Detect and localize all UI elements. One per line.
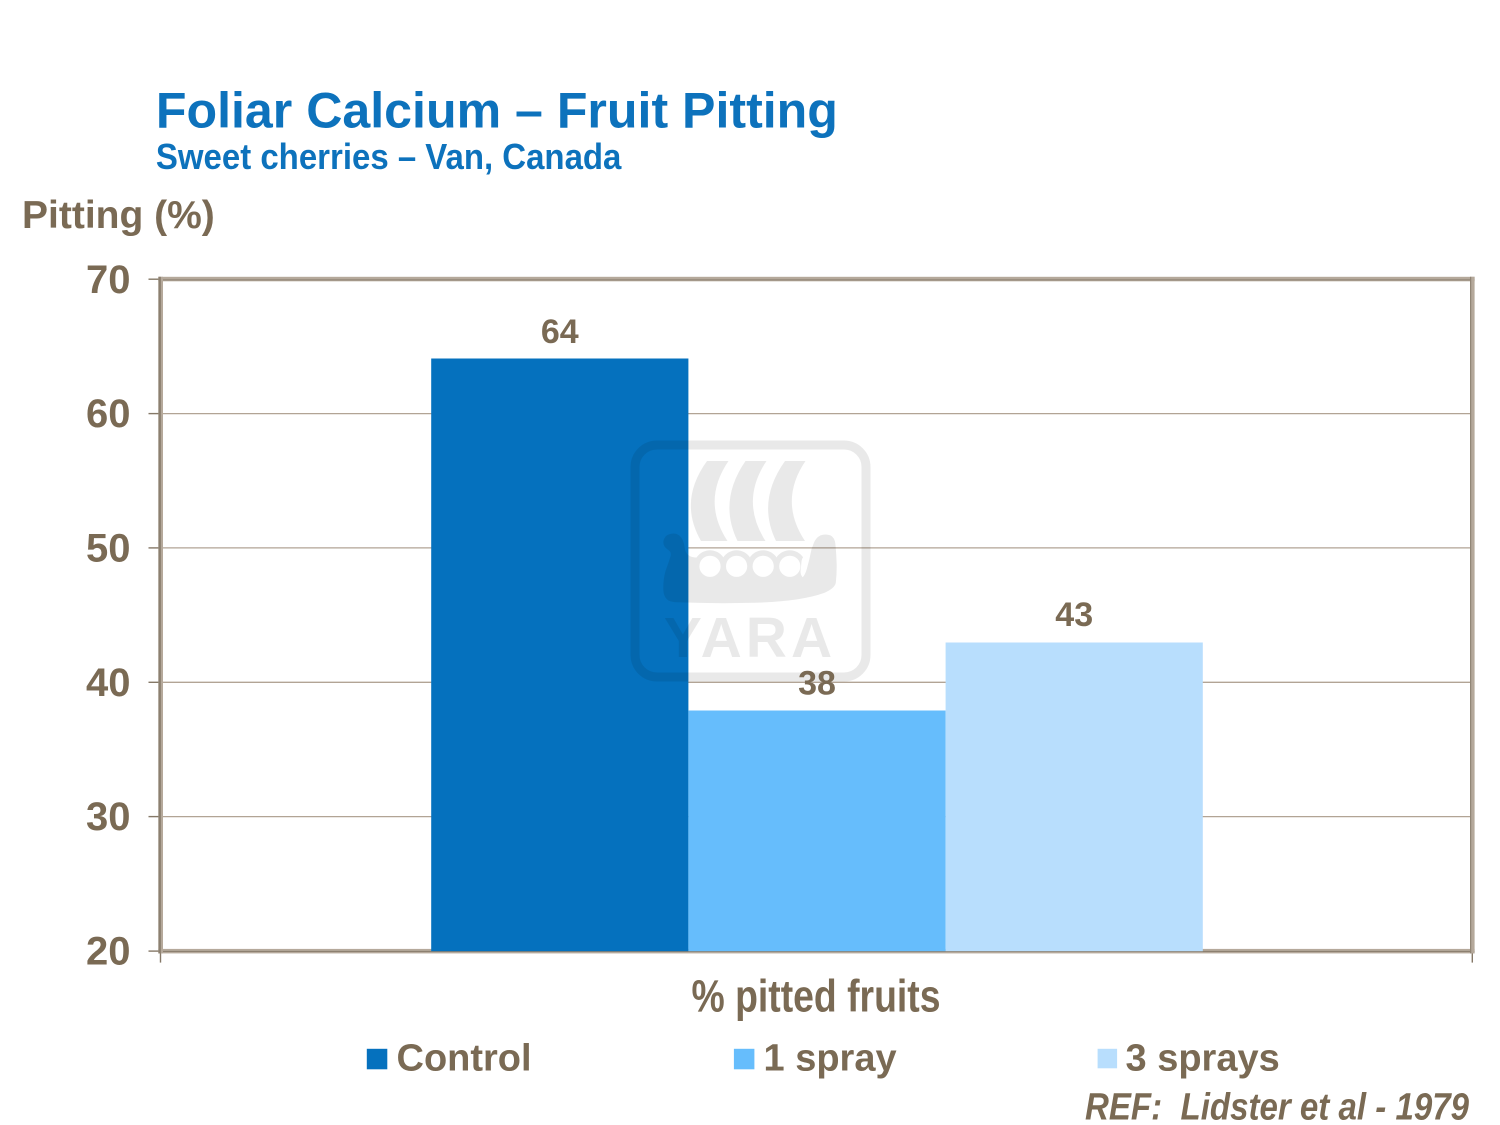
svg-text:70: 70 — [86, 258, 131, 302]
svg-text:Foliar Calcium – Fruit Pitting: Foliar Calcium – Fruit Pitting — [156, 83, 838, 139]
svg-text:Sweet cherries – Van, Canada: Sweet cherries – Van, Canada — [156, 136, 622, 177]
svg-text:43: 43 — [1055, 596, 1093, 634]
svg-text:30: 30 — [86, 795, 131, 839]
svg-text:% pitted fruits: % pitted fruits — [692, 971, 941, 1022]
svg-text:38: 38 — [798, 665, 836, 703]
svg-text:YARA: YARA — [664, 606, 836, 670]
svg-text:REF: Lidster et al - 1979: REF: Lidster et al - 1979 — [1085, 1087, 1469, 1125]
svg-text:Pitting (%): Pitting (%) — [22, 194, 215, 237]
svg-text:40: 40 — [86, 661, 131, 705]
svg-text:50: 50 — [86, 527, 131, 571]
svg-text:3 sprays: 3 sprays — [1126, 1038, 1280, 1080]
svg-text:20: 20 — [86, 930, 131, 974]
svg-text:64: 64 — [541, 313, 579, 351]
svg-text:Control: Control — [397, 1038, 532, 1080]
svg-text:60: 60 — [86, 392, 131, 436]
svg-text:1 spray: 1 spray — [764, 1038, 897, 1080]
